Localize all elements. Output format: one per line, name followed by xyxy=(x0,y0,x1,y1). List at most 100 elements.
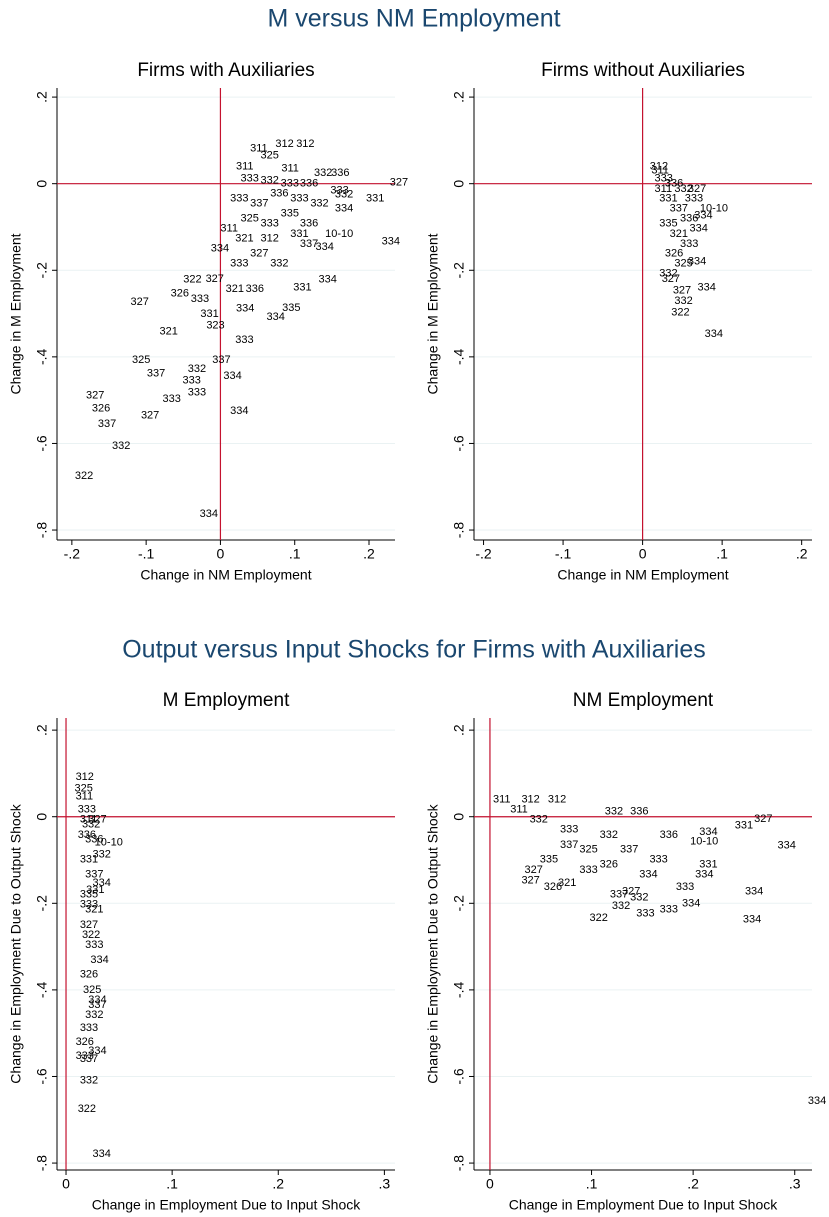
point-label: 311 xyxy=(220,223,238,235)
point-label: 336 xyxy=(660,829,678,841)
point-label: 331 xyxy=(366,193,384,205)
point-label: 336 xyxy=(300,178,318,190)
y-tick-label: .2 xyxy=(34,91,50,103)
x-tick-label: .3 xyxy=(379,1176,391,1192)
x-axis-title: Change in NM Employment xyxy=(557,567,728,583)
panel-title: Firms with Auxiliaries xyxy=(137,60,314,81)
y-axis-title: Change in Employment Due to Output Shock xyxy=(425,803,441,1083)
point-label: 325 xyxy=(132,354,150,366)
point-label: 334 xyxy=(705,328,723,340)
point-label: 333 xyxy=(230,193,248,205)
point-label: 333 xyxy=(676,881,694,893)
point-label: 327 xyxy=(673,285,691,297)
point-label: 331 xyxy=(699,859,717,871)
point-label: 312 xyxy=(521,794,539,806)
point-label: 334 xyxy=(682,898,700,910)
point-label: 336 xyxy=(331,167,349,179)
point-label: 333 xyxy=(85,939,103,951)
point-label: 321 xyxy=(226,283,244,295)
point-label: 334 xyxy=(697,281,715,293)
point-label: 312 xyxy=(296,138,314,150)
point-label: 334 xyxy=(743,914,761,926)
point-label: 332 xyxy=(270,258,288,270)
point-label: 312 xyxy=(261,233,279,245)
point-label: 333 xyxy=(685,193,703,205)
point-label: 334 xyxy=(93,877,111,889)
x-tick-label: .1 xyxy=(166,1176,178,1192)
y-tick-label: .2 xyxy=(451,724,467,736)
point-label: 332 xyxy=(674,183,692,195)
point-label: 10-10 xyxy=(690,836,718,848)
point-label: 327 xyxy=(131,296,149,308)
point-label: 334 xyxy=(316,241,334,253)
y-tick-label: -.2 xyxy=(34,895,50,912)
point-label: 325 xyxy=(579,844,597,856)
point-label: 10-10 xyxy=(95,837,123,849)
y-tick-label: -.6 xyxy=(451,435,467,452)
point-label: 312 xyxy=(76,771,94,783)
y-tick-label: -.8 xyxy=(451,522,467,539)
x-tick-label: .1 xyxy=(289,546,301,562)
point-label: 337 xyxy=(80,1053,98,1065)
point-label: 336 xyxy=(85,834,103,846)
point-label: 333 xyxy=(240,172,258,184)
point-label: 334 xyxy=(745,886,763,898)
point-label: 334 xyxy=(88,1045,106,1057)
y-tick-label: -.4 xyxy=(451,982,467,999)
point-label: 331 xyxy=(200,308,218,320)
point-label: 321 xyxy=(670,228,688,240)
point-label: 332 xyxy=(314,167,332,179)
point-label: 336 xyxy=(246,283,264,295)
point-label: 325 xyxy=(674,258,692,270)
panel-title: M Employment xyxy=(163,690,290,711)
y-tick-label: -.4 xyxy=(451,348,467,365)
x-tick-label: .3 xyxy=(789,1176,801,1192)
x-tick-label: .2 xyxy=(687,1176,699,1192)
point-label: 334 xyxy=(223,370,241,382)
point-label: 334 xyxy=(335,203,353,215)
point-label: 335 xyxy=(540,853,558,865)
point-label: 333 xyxy=(80,1022,98,1034)
point-label: 311 xyxy=(510,804,528,816)
point-label: 326 xyxy=(544,881,562,893)
point-label: 335 xyxy=(281,207,299,219)
point-label: 333 xyxy=(330,185,348,197)
point-label: 337 xyxy=(610,889,628,901)
panel-title: NM Employment xyxy=(573,690,714,711)
x-tick-label: .1 xyxy=(716,546,728,562)
point-label: 337 xyxy=(85,869,103,881)
point-label: 332 xyxy=(261,175,279,187)
point-label: 327 xyxy=(754,813,772,825)
y-axis-title: Change in M Employment xyxy=(425,233,441,394)
point-label: 336 xyxy=(270,188,288,200)
point-label: 325 xyxy=(75,782,93,794)
point-label: 337 xyxy=(98,418,116,430)
y-tick-label: .2 xyxy=(34,724,50,736)
point-label: 333 xyxy=(78,804,96,816)
point-label: 333 xyxy=(162,393,180,405)
point-label: 322 xyxy=(82,929,100,941)
point-label: 332 xyxy=(530,814,548,826)
point-label: 336 xyxy=(665,178,683,190)
y-tick-label: -.4 xyxy=(34,982,50,999)
point-label: 323 xyxy=(206,320,224,332)
point-label: 334 xyxy=(695,869,713,881)
point-label: 311 xyxy=(236,161,254,173)
point-label: 321 xyxy=(160,326,178,338)
point-label: 332 xyxy=(600,829,618,841)
point-label: 326 xyxy=(92,403,110,415)
point-label: 334 xyxy=(690,223,708,235)
point-label: 333 xyxy=(560,824,578,836)
point-label: 334 xyxy=(688,256,706,268)
point-label: 332 xyxy=(335,188,353,200)
point-label: 334 xyxy=(230,405,248,417)
point-label: 334 xyxy=(639,869,657,881)
y-tick-label: -.6 xyxy=(34,435,50,452)
point-label: 321 xyxy=(85,904,103,916)
point-label: 326 xyxy=(171,288,189,300)
point-label: 321 xyxy=(235,233,253,245)
x-tick-label: -.1 xyxy=(138,546,155,562)
point-label: 312 xyxy=(650,161,668,173)
point-label: 333 xyxy=(655,172,673,184)
point-label: 337 xyxy=(250,198,268,210)
